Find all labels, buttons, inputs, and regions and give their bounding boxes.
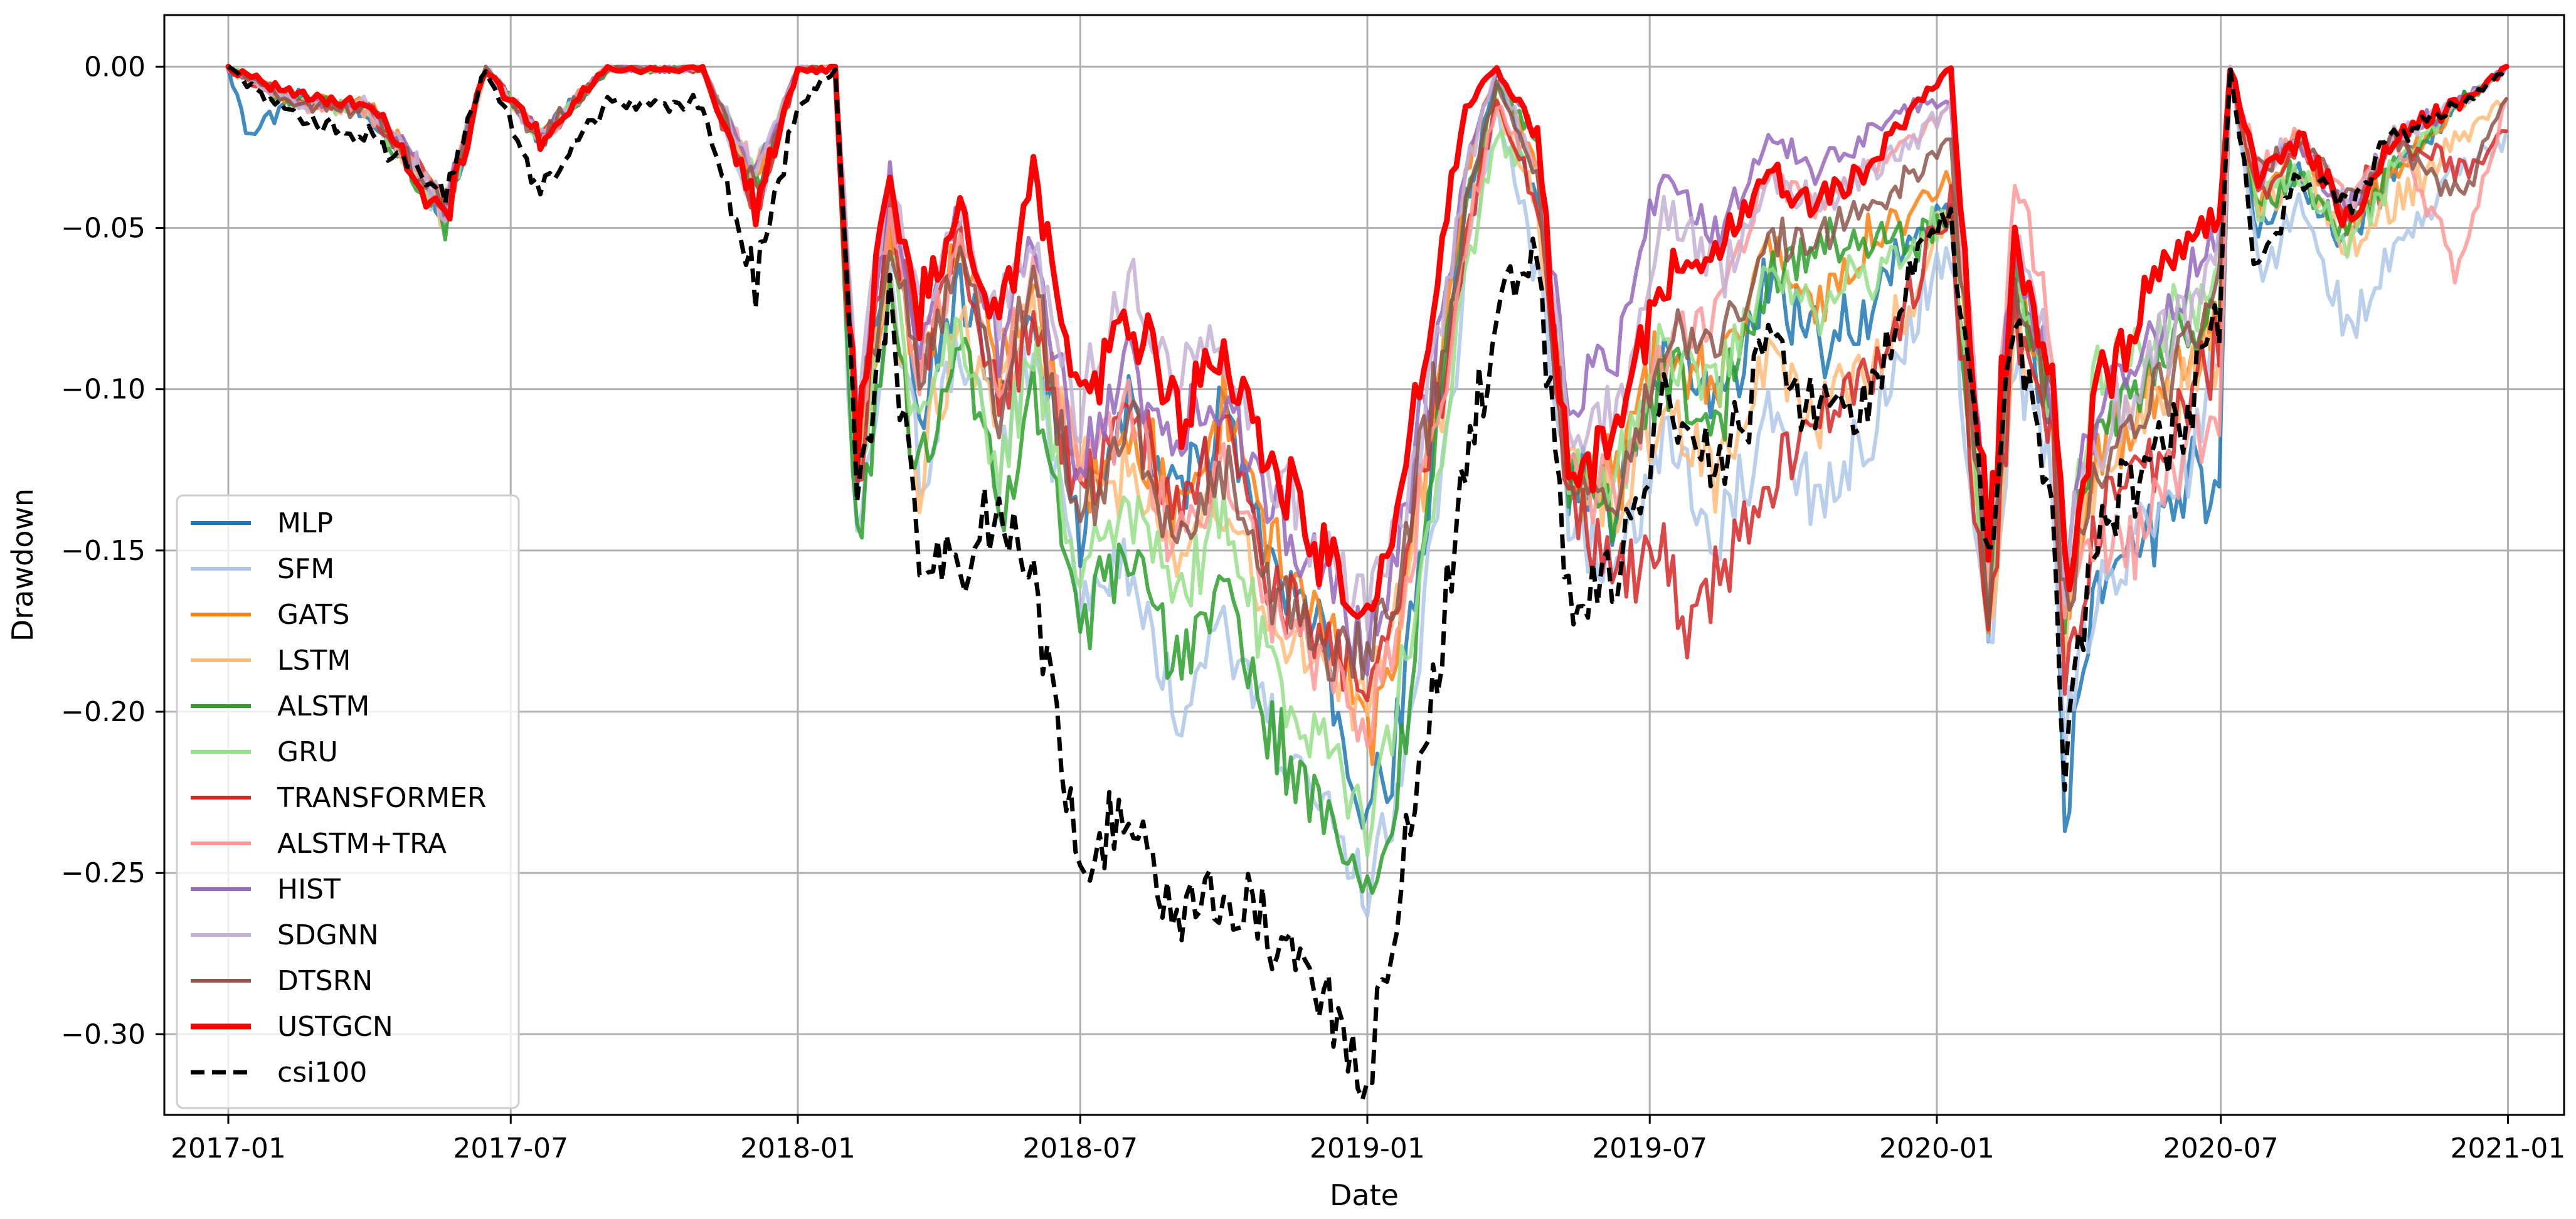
legend: MLP SFM GATS LSTM ALSTM GRU TRANSFORMER ALSTM+T… <box>176 494 520 1109</box>
x-tick-label: 2018-01 <box>740 1132 856 1164</box>
legend-entry-label: LSTM <box>277 645 351 677</box>
y-tick-label: −0.10 <box>61 374 146 406</box>
legend-entry-label: ALSTM+TRA <box>277 828 447 860</box>
x-axis-label: Date <box>1330 1178 1399 1212</box>
x-tick-label: 2020-07 <box>2163 1132 2279 1164</box>
legend-entry-label: SDGNN <box>277 919 379 951</box>
x-tick-label: 2017-07 <box>453 1132 568 1164</box>
y-tick-label: −0.05 <box>61 212 146 244</box>
legend-entry-label: ALSTM <box>277 690 369 722</box>
legend-entry-label: MLP <box>277 507 333 539</box>
x-tick-label: 2018-07 <box>1022 1132 1138 1164</box>
x-axis: 2017-01 2017-07 2018-01 2018-07 2019-01 2019-… <box>171 1115 2565 1164</box>
legend-entry-label: DTSRN <box>277 965 373 997</box>
legend-entry-label: TRANSFORMER <box>277 782 486 814</box>
y-axis: 0.00 −0.05 −0.10 −0.15 −0.20 −0.25 −0.30 <box>61 51 164 1050</box>
x-tick-label: 2021-01 <box>2451 1132 2566 1164</box>
y-tick-label: −0.20 <box>61 696 146 728</box>
legend-box <box>176 494 520 1109</box>
legend-entry-label: SFM <box>277 553 334 585</box>
x-tick-label: 2019-01 <box>1310 1132 1425 1164</box>
legend-entry-label: csi100 <box>277 1057 367 1089</box>
series-layer <box>225 63 2510 1102</box>
legend-entry-label: HIST <box>277 873 341 905</box>
legend-entry-label: USTGCN <box>277 1011 393 1043</box>
y-axis-label: Drawdown <box>6 488 40 641</box>
y-tick-label: −0.30 <box>61 1018 146 1050</box>
legend-entry-label: GRU <box>277 736 338 768</box>
series-line-csi100 <box>227 65 2508 1102</box>
series-line-ustgcn <box>225 63 2510 620</box>
y-tick-label: −0.15 <box>61 535 146 567</box>
y-tick-label: 0.00 <box>84 51 146 83</box>
x-tick-label: 2020-01 <box>1879 1132 1995 1164</box>
x-tick-label: 2019-07 <box>1592 1132 1707 1164</box>
y-tick-label: −0.25 <box>61 857 146 889</box>
legend-entry-label: GATS <box>277 599 350 631</box>
plot-frame <box>163 14 2565 1116</box>
x-tick-label: 2017-01 <box>171 1132 286 1164</box>
